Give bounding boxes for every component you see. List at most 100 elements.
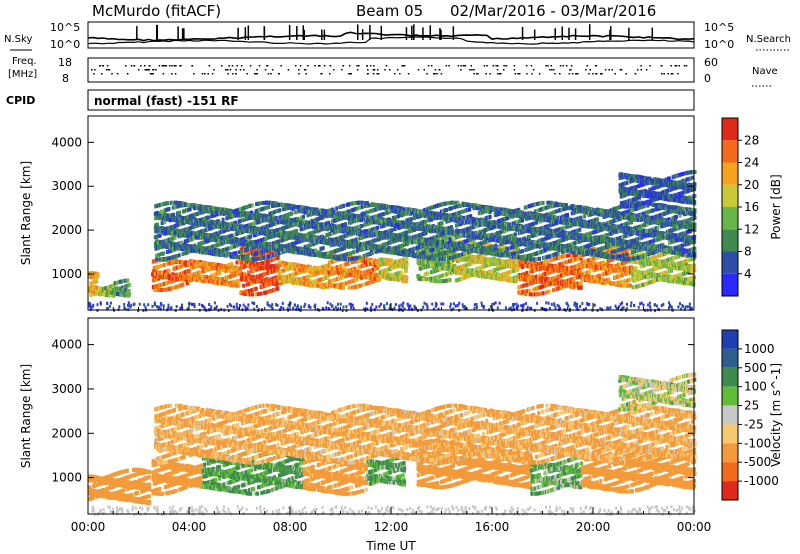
heatmap-cell bbox=[145, 306, 147, 309]
heatmap-cell bbox=[92, 306, 94, 309]
freq-dot bbox=[389, 69, 391, 71]
heatmap-cell bbox=[553, 302, 555, 305]
freq-dot bbox=[318, 65, 320, 67]
freq-dot bbox=[418, 69, 420, 71]
freq-dot bbox=[497, 65, 499, 67]
freq-dot bbox=[241, 65, 243, 67]
freq-dot bbox=[202, 73, 204, 75]
heatmap-cell bbox=[264, 272, 267, 276]
heatmap-cell bbox=[551, 303, 553, 306]
freq-dot bbox=[686, 65, 688, 67]
heatmap-cell bbox=[317, 284, 320, 288]
freq-dot bbox=[551, 69, 553, 71]
heatmap-cell bbox=[308, 305, 310, 308]
freq-dot bbox=[169, 65, 171, 67]
freq-dot bbox=[140, 65, 142, 67]
heatmap-cell bbox=[449, 278, 452, 282]
freq-dot bbox=[386, 65, 388, 67]
freq-dot bbox=[486, 65, 488, 67]
heatmap-cell bbox=[342, 306, 344, 309]
freq-dot bbox=[676, 65, 678, 67]
heatmap-cell bbox=[158, 306, 160, 309]
freq-dot bbox=[503, 65, 505, 67]
freq-dot bbox=[517, 73, 519, 75]
heatmap-cell bbox=[654, 304, 656, 307]
freq-dot bbox=[526, 73, 528, 75]
heatmap-cell bbox=[172, 286, 175, 290]
freq-dot bbox=[163, 65, 165, 67]
freq-dot bbox=[370, 65, 372, 67]
heatmap-cell bbox=[248, 289, 251, 293]
freq-dot bbox=[307, 65, 309, 67]
heatmap-cell bbox=[128, 301, 130, 304]
heatmap-cell bbox=[567, 304, 569, 307]
freq-dot bbox=[106, 69, 108, 71]
heatmap-cell bbox=[615, 305, 617, 308]
freq-dot bbox=[333, 69, 335, 71]
heatmap-cell bbox=[130, 304, 132, 307]
freq-dot bbox=[148, 65, 150, 67]
heatmap-cell bbox=[423, 302, 425, 305]
freq-tick-2: 8 bbox=[62, 72, 69, 85]
heatmap-cell bbox=[280, 306, 282, 309]
freq-dot bbox=[572, 73, 574, 75]
freq-dot bbox=[305, 73, 307, 75]
freq-dot bbox=[531, 65, 533, 67]
heatmap-cell bbox=[635, 278, 638, 282]
freq-dot bbox=[147, 69, 149, 71]
freq-dot bbox=[588, 73, 590, 75]
freq-dot bbox=[232, 65, 234, 67]
freq-dot bbox=[585, 69, 587, 71]
heatmap-cell bbox=[208, 303, 210, 306]
heatmap-cell bbox=[160, 264, 163, 268]
heatmap-cell bbox=[532, 288, 535, 292]
heatmap-cell bbox=[602, 261, 605, 265]
heatmap-cell bbox=[635, 266, 638, 270]
heatmap-cell bbox=[199, 270, 202, 274]
freq-dot bbox=[473, 69, 475, 71]
freq-dot bbox=[678, 65, 680, 67]
heatmap-cell bbox=[405, 279, 408, 283]
heatmap-cell bbox=[251, 292, 254, 296]
heatmap-cell bbox=[220, 308, 222, 311]
heatmap-cell bbox=[645, 282, 648, 286]
freq-dot bbox=[138, 69, 140, 71]
freq-dot bbox=[117, 73, 119, 75]
heatmap-cell bbox=[273, 288, 276, 292]
heatmap-cell bbox=[522, 304, 524, 307]
freq-dot bbox=[174, 65, 176, 67]
freq-dot bbox=[460, 69, 462, 71]
freq-dot bbox=[91, 69, 93, 71]
freq-dot bbox=[247, 73, 249, 75]
freq-dot bbox=[127, 73, 129, 75]
nave-tick-2: 0 bbox=[704, 72, 711, 85]
freq-dot bbox=[212, 73, 214, 75]
freq-dot bbox=[661, 73, 663, 75]
heatmap-cell bbox=[589, 270, 592, 274]
freq-dot bbox=[159, 65, 161, 67]
freq-dot bbox=[571, 65, 573, 67]
heatmap-cell bbox=[580, 272, 583, 276]
freq-dot bbox=[164, 65, 166, 67]
freq-dot bbox=[670, 65, 672, 67]
heatmap-cell bbox=[553, 257, 556, 261]
freq-dot bbox=[533, 69, 535, 71]
heatmap-cell bbox=[641, 302, 643, 305]
heatmap-cell bbox=[340, 303, 342, 306]
freq-dot bbox=[235, 73, 237, 75]
freq-dot bbox=[192, 65, 194, 67]
heatmap-cell bbox=[128, 283, 131, 287]
date-range: 02/Mar/2016 - 03/Mar/2016 bbox=[450, 2, 656, 20]
heatmap-cell bbox=[505, 306, 507, 309]
freq-dot bbox=[667, 73, 669, 75]
freq-dot bbox=[320, 73, 322, 75]
freq-dot bbox=[436, 73, 438, 75]
freq-dot bbox=[608, 69, 610, 71]
heatmap-cell bbox=[679, 302, 681, 305]
heatmap-cell bbox=[425, 303, 427, 306]
heatmap-cell bbox=[260, 292, 263, 296]
heatmap-cell bbox=[383, 304, 385, 307]
freq-dot bbox=[367, 69, 369, 71]
freq-dot bbox=[270, 73, 272, 75]
heatmap-cell bbox=[405, 257, 408, 261]
